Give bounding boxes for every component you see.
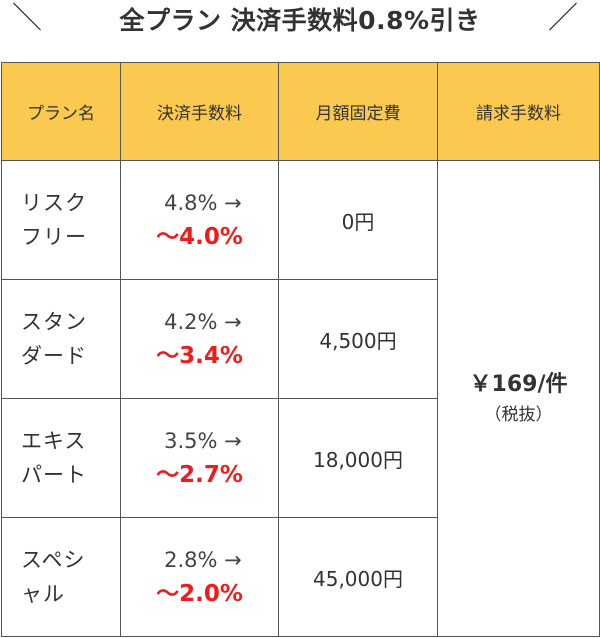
table-row: エキス パート 3.5% → 〜2.7% 18,000円 <box>1 398 600 518</box>
payment-fee-cell: 4.2% → 〜3.4% <box>120 279 279 399</box>
plan-name-cell: スペシ ャル <box>1 517 121 637</box>
fee-new: 〜3.4% <box>156 343 243 369</box>
table-row: リスク フリー 4.8% → 〜4.0% 0円 ￥169/件 （税抜） <box>1 160 600 637</box>
plan-name-line2: パート <box>21 463 87 487</box>
header-payment-fee: 決済手数料 <box>120 62 279 161</box>
plan-name-line1: スペシ <box>21 548 86 572</box>
plan-name: スペシ ャル <box>21 543 101 611</box>
fee-old: 4.2% → <box>164 310 242 334</box>
fee-old: 4.8% → <box>164 191 242 215</box>
fee-old: 2.8% → <box>164 548 242 572</box>
monthly-fee-cell: 18,000円 <box>278 398 438 518</box>
plan-name-line2: フリー <box>21 225 87 249</box>
plan-name: エキス パート <box>21 424 101 492</box>
monthly-fee: 4,500円 <box>319 328 397 353</box>
payment-fee-cell: 3.5% → 〜2.7% <box>120 398 279 518</box>
plan-name-line1: スタン <box>21 310 87 334</box>
banner-left-slash: ＼ <box>12 1 42 36</box>
header-monthly-fee: 月額固定費 <box>278 62 438 161</box>
plan-name: リスク フリー <box>21 186 101 254</box>
header-invoice-fee: 請求手数料 <box>437 62 600 161</box>
invoice-fee-note: （税抜） <box>484 404 553 425</box>
monthly-fee: 18,000円 <box>313 447 403 472</box>
plan-name-cell: スタン ダード <box>1 279 121 399</box>
table-row: スタン ダード 4.2% → 〜3.4% 4,500円 <box>1 279 600 399</box>
header-plan-name: プラン名 <box>1 62 121 161</box>
plan-name-line1: リスク <box>21 191 87 215</box>
banner-right-slash: ／ <box>548 1 578 36</box>
fee-old: 3.5% → <box>164 429 242 453</box>
table-header-row: プラン名 決済手数料 月額固定費 請求手数料 <box>1 62 600 161</box>
invoice-fee-cell: ￥169/件 （税抜） <box>437 160 600 637</box>
payment-fee-cell: 2.8% → 〜2.0% <box>120 517 279 637</box>
payment-fee-cell: 4.8% → 〜4.0% <box>120 160 279 280</box>
table-row: スペシ ャル 2.8% → 〜2.0% 45,000円 <box>1 517 600 637</box>
monthly-fee: 45,000円 <box>313 566 403 591</box>
monthly-fee-cell: 0円 <box>278 160 438 280</box>
monthly-fee-cell: 4,500円 <box>278 279 438 399</box>
fee-new: 〜4.0% <box>156 224 243 250</box>
fee-new: 〜2.0% <box>156 581 243 607</box>
banner-title: 全プラン 決済手数料0.8%引き <box>119 6 481 35</box>
monthly-fee-cell: 45,000円 <box>278 517 438 637</box>
promo-banner: ＼ 全プラン 決済手数料0.8%引き ／ <box>0 0 600 50</box>
pricing-table: プラン名 決済手数料 月額固定費 請求手数料 リスク フリー 4.8% → 〜4… <box>1 62 600 637</box>
plan-name-cell: リスク フリー <box>1 160 121 280</box>
plan-name-line2: ダード <box>21 344 87 368</box>
monthly-fee: 0円 <box>341 209 375 234</box>
plan-name: スタン ダード <box>21 305 101 373</box>
plan-name-line1: エキス <box>21 429 87 453</box>
invoice-fee-price: ￥169/件 <box>469 371 568 397</box>
plan-name-cell: エキス パート <box>1 398 121 518</box>
plan-name-line2: ャル <box>21 582 65 606</box>
fee-new: 〜2.7% <box>156 462 243 488</box>
